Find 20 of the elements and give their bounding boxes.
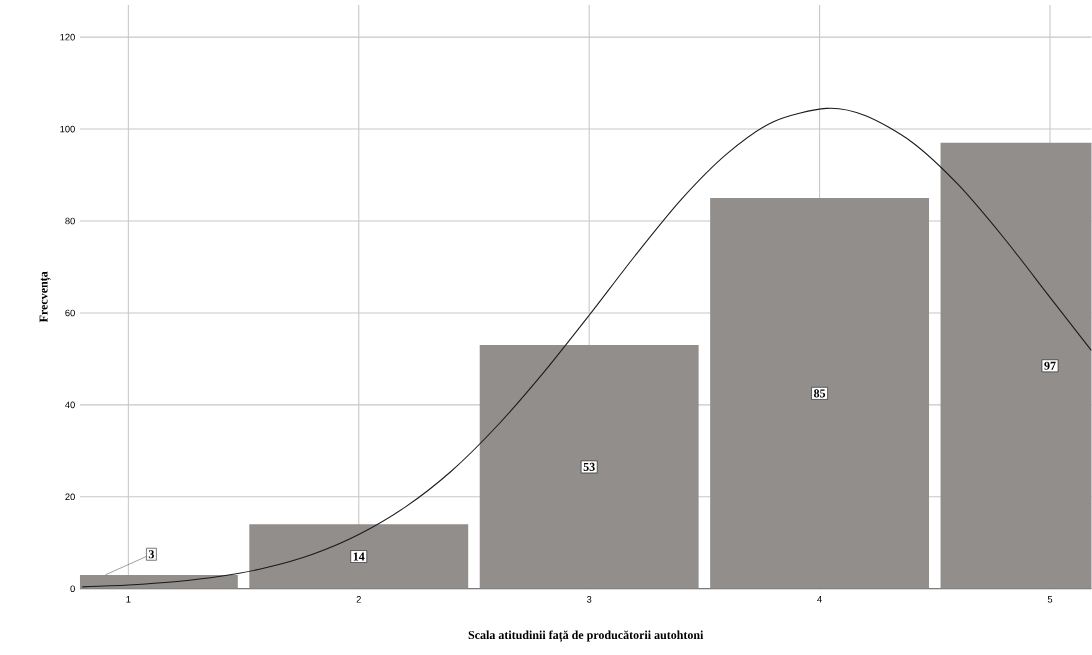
data-label: 14 (353, 552, 365, 561)
line-series (81, 108, 1092, 588)
x-axis-title: Scala atitudinii față de producătorii autohtoni (468, 630, 704, 643)
y-tick-label: 60 (65, 309, 75, 317)
y-tick-label: 120 (60, 34, 75, 41)
data-label: 53 (583, 463, 595, 472)
y-tick-label: 20 (65, 493, 75, 501)
data-label: 85 (813, 389, 826, 398)
data-label: 3 (148, 550, 154, 559)
x-tick-label: 2 (356, 596, 361, 603)
x-tick-label: 4 (817, 596, 822, 603)
data-label: 97 (1044, 361, 1056, 370)
y-tick-label: 0 (70, 585, 75, 593)
y-tick-label: 40 (65, 401, 75, 409)
y-axis-title: Frecvența (39, 271, 51, 323)
y-tick-label: 100 (60, 125, 75, 133)
x-tick-label: 5 (1047, 596, 1053, 603)
x-tick-label: 1 (126, 596, 131, 603)
x-tick-label: 3 (586, 596, 592, 603)
y-tick-label: 80 (65, 217, 75, 225)
